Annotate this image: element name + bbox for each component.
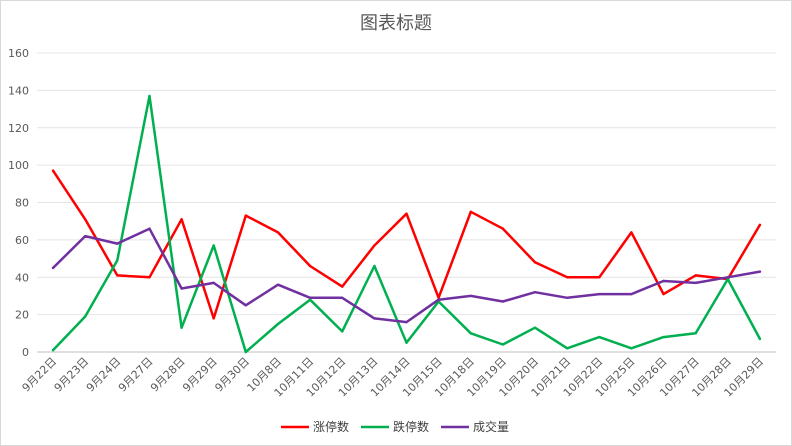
data-point xyxy=(308,296,312,300)
data-point xyxy=(565,296,569,300)
data-point xyxy=(598,335,601,339)
legend-item: 涨停数 xyxy=(281,419,349,434)
data-point xyxy=(405,341,408,344)
y-tick-label: 160 xyxy=(8,47,29,60)
data-point xyxy=(501,343,505,346)
data-point xyxy=(148,276,151,279)
data-point xyxy=(565,276,569,279)
data-point xyxy=(469,210,472,214)
data-point xyxy=(373,317,376,320)
y-tick-label: 140 xyxy=(8,84,29,97)
legend: 涨停数 跌停数 成交量 xyxy=(281,419,509,434)
x-tick-label: 9月24日 xyxy=(84,355,124,395)
legend-label: 跌停数 xyxy=(393,419,429,434)
data-point xyxy=(598,276,601,279)
data-point xyxy=(212,281,215,285)
data-point xyxy=(276,322,280,326)
data-point xyxy=(630,292,633,296)
series-line-2 xyxy=(51,94,762,354)
data-point xyxy=(630,347,633,350)
series-points-3 xyxy=(51,227,762,324)
data-point xyxy=(694,274,697,277)
data-point xyxy=(276,283,280,286)
y-tick-label: 80 xyxy=(15,197,29,210)
data-point xyxy=(83,218,87,221)
data-point xyxy=(83,234,87,238)
data-point xyxy=(405,320,408,324)
data-point xyxy=(308,298,312,301)
legend-label: 成交量 xyxy=(473,419,509,434)
data-point xyxy=(148,94,151,98)
y-tick-label: 40 xyxy=(15,271,29,284)
data-point xyxy=(469,294,472,298)
data-point xyxy=(469,332,472,335)
data-point xyxy=(116,274,119,277)
data-point xyxy=(244,304,248,307)
x-tick-label: 9月30日 xyxy=(212,355,252,395)
data-point xyxy=(244,214,248,217)
data-point xyxy=(758,270,762,273)
data-point xyxy=(694,332,697,335)
data-point xyxy=(180,287,183,290)
data-point xyxy=(212,244,215,247)
y-tick-label: 100 xyxy=(8,159,29,172)
gridlines xyxy=(37,52,776,353)
chart-title: 图表标题 xyxy=(360,13,432,34)
series-points-1 xyxy=(51,169,762,320)
data-point xyxy=(758,337,762,341)
data-point xyxy=(116,259,119,262)
data-point xyxy=(148,227,151,230)
data-point xyxy=(341,296,344,300)
data-point xyxy=(341,330,344,333)
data-point xyxy=(51,169,55,172)
series-points-2 xyxy=(51,94,762,354)
data-point xyxy=(501,227,505,230)
data-point xyxy=(83,315,87,318)
x-tick-label: 9月29日 xyxy=(180,355,220,395)
y-tick-label: 60 xyxy=(15,234,29,247)
data-point xyxy=(758,223,762,227)
data-point xyxy=(726,276,730,279)
x-tick-label: 9月23日 xyxy=(52,355,92,395)
y-tick-label: 20 xyxy=(15,309,29,322)
data-point xyxy=(405,212,408,215)
legend-item: 跌停数 xyxy=(361,419,429,434)
legend-label: 涨停数 xyxy=(313,419,349,434)
data-point xyxy=(630,231,633,234)
data-point xyxy=(598,292,601,296)
x-axis-ticks: 9月22日9月23日9月24日9月27日9月28日9月29日9月30日10月8日… xyxy=(20,355,766,400)
data-point xyxy=(662,279,665,283)
data-point xyxy=(533,326,537,329)
y-tick-label: 120 xyxy=(8,122,29,135)
data-point xyxy=(212,317,215,320)
x-tick-label: 9月28日 xyxy=(148,355,188,395)
data-point xyxy=(373,244,376,247)
y-tick-label: 0 xyxy=(22,346,29,359)
data-point xyxy=(341,285,344,288)
data-point xyxy=(662,335,665,339)
x-tick-label: 9月22日 xyxy=(20,355,60,395)
data-point xyxy=(373,264,376,268)
series-lines xyxy=(51,94,762,354)
y-axis-ticks: 0 20 40 60 80 100 120 140 160 xyxy=(8,47,29,359)
data-point xyxy=(565,347,569,350)
data-point xyxy=(662,292,665,296)
data-point xyxy=(308,264,312,268)
data-point xyxy=(180,218,183,221)
data-point xyxy=(276,231,280,234)
data-point xyxy=(51,348,55,352)
data-point xyxy=(533,261,537,264)
data-point xyxy=(533,291,537,294)
data-point xyxy=(51,266,55,270)
data-point xyxy=(116,242,119,245)
data-point xyxy=(501,300,505,303)
data-point xyxy=(694,281,697,285)
legend-item: 成交量 xyxy=(441,419,509,434)
data-point xyxy=(437,298,440,301)
x-tick-label: 9月27日 xyxy=(116,355,156,395)
data-point xyxy=(180,326,183,329)
data-point xyxy=(244,350,248,354)
